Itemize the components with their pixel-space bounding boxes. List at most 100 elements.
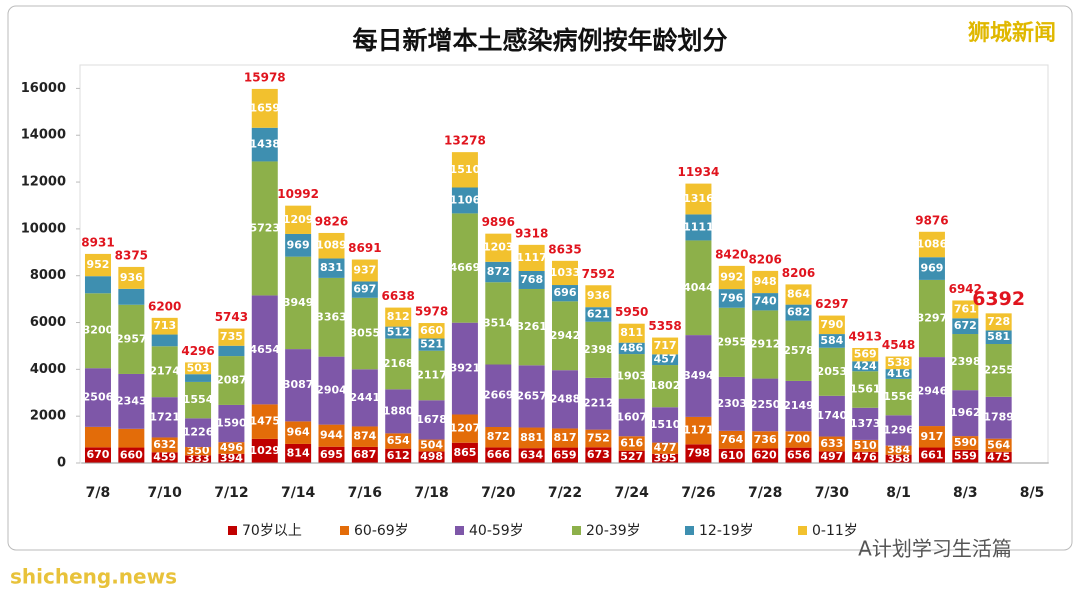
- total-label: 8206: [748, 252, 781, 266]
- y-tick-label: 2000: [30, 409, 66, 424]
- data-label: 1475: [249, 415, 280, 428]
- x-tick-label: 7/26: [681, 485, 715, 501]
- bar-segment: [952, 300, 979, 319]
- x-tick-label: 7/8: [86, 485, 111, 501]
- x-tick-label: 7/10: [148, 485, 183, 501]
- x-tick-label: 7/14: [281, 485, 316, 501]
- bar-segment: [918, 257, 945, 280]
- data-label: 992: [720, 270, 743, 283]
- data-label: 1086: [917, 237, 948, 250]
- data-label: 1117: [516, 251, 547, 264]
- data-label: 817: [554, 431, 577, 444]
- bar-segment: [118, 447, 145, 463]
- bar-segment: [251, 127, 278, 162]
- data-label: 864: [787, 288, 810, 301]
- data-label: 2174: [149, 365, 180, 378]
- data-label: 616: [620, 436, 643, 449]
- bar-segment: [752, 448, 779, 463]
- bar-segment: [451, 152, 478, 188]
- data-label: 569: [854, 348, 877, 361]
- data-label: 1033: [550, 266, 581, 279]
- total-label: 4296: [181, 344, 214, 358]
- bar-segment: [518, 427, 545, 449]
- data-label: 2912: [750, 337, 781, 350]
- x-tick-label: 8/5: [1020, 485, 1045, 501]
- data-label: 1226: [183, 426, 214, 439]
- bar-segment: [918, 231, 945, 258]
- data-label: 610: [720, 449, 743, 462]
- bar-segment: [451, 322, 478, 415]
- bar-segment: [885, 378, 912, 416]
- bar-segment: [885, 445, 912, 455]
- data-label: 5723: [249, 221, 280, 234]
- total-label: 4548: [882, 338, 915, 352]
- y-tick-label: 12000: [21, 175, 66, 190]
- data-label: 1029: [249, 444, 280, 457]
- bar-segment: [985, 451, 1012, 463]
- data-label: 814: [287, 446, 310, 459]
- bar-segment: [118, 266, 145, 289]
- legend-swatch: [455, 526, 464, 535]
- data-label: 1209: [283, 213, 314, 226]
- data-label: 761: [954, 302, 977, 315]
- data-label: 2669: [483, 389, 514, 402]
- bar-segment: [451, 442, 478, 463]
- data-label: 969: [920, 262, 943, 275]
- data-label: 564: [987, 438, 1010, 451]
- bar-segment: [818, 315, 845, 335]
- bar-segment: [652, 407, 679, 443]
- bar-segment: [818, 395, 845, 437]
- bar-segment: [285, 256, 312, 350]
- bar-segment: [385, 338, 412, 390]
- bar-segment: [752, 293, 779, 311]
- data-label: 3297: [917, 311, 948, 324]
- bar-segment: [385, 433, 412, 449]
- bar-segment: [318, 258, 345, 278]
- y-tick-label: 0: [57, 456, 66, 471]
- legend-swatch: [572, 526, 581, 535]
- data-label: 1510: [650, 418, 681, 431]
- data-label: 3363: [316, 310, 347, 323]
- total-label: 11934: [678, 165, 720, 179]
- bar-segment: [485, 364, 512, 427]
- data-label: 798: [687, 447, 710, 460]
- data-label: 728: [987, 315, 1010, 328]
- bar-segment: [785, 304, 812, 321]
- bar-segment: [151, 437, 178, 453]
- bar-segment: [518, 244, 545, 272]
- total-label: 7592: [582, 267, 615, 281]
- data-label: 696: [554, 286, 577, 299]
- data-label: 1903: [616, 369, 647, 382]
- bar-segment: [918, 279, 945, 358]
- bar-segment: [618, 398, 645, 437]
- footer-left: shicheng.news: [10, 565, 177, 589]
- data-label: 632: [153, 438, 176, 451]
- bar-segment: [84, 293, 111, 369]
- bar-segment: [885, 356, 912, 370]
- data-label: 1561: [850, 382, 881, 395]
- bar-segment: [985, 396, 1012, 439]
- legend-label: 12-19岁: [699, 523, 754, 539]
- y-tick-label: 10000: [21, 221, 66, 236]
- data-label: 660: [420, 324, 443, 337]
- data-label: 1554: [183, 393, 214, 406]
- bar-segment: [585, 285, 612, 308]
- bar-segment: [952, 449, 979, 463]
- bar-segment: [485, 426, 512, 448]
- bar-segment: [652, 354, 679, 366]
- total-label: 8931: [81, 235, 114, 249]
- bar-segment: [685, 183, 712, 215]
- data-label: 937: [353, 263, 376, 276]
- data-label: 1438: [249, 138, 280, 151]
- bar-segment: [918, 357, 945, 427]
- data-label: 2578: [783, 344, 814, 357]
- total-label: 13278: [444, 134, 486, 148]
- bar-segment: [185, 374, 212, 382]
- data-label: 1106: [450, 193, 481, 206]
- bar-segment: [685, 240, 712, 336]
- data-label: 590: [954, 436, 977, 449]
- bar-segment: [185, 455, 212, 463]
- bar-segment: [485, 282, 512, 365]
- chart-title: 每日新增本土感染病例按年龄划分: [352, 26, 727, 55]
- total-label: 5950: [615, 305, 648, 319]
